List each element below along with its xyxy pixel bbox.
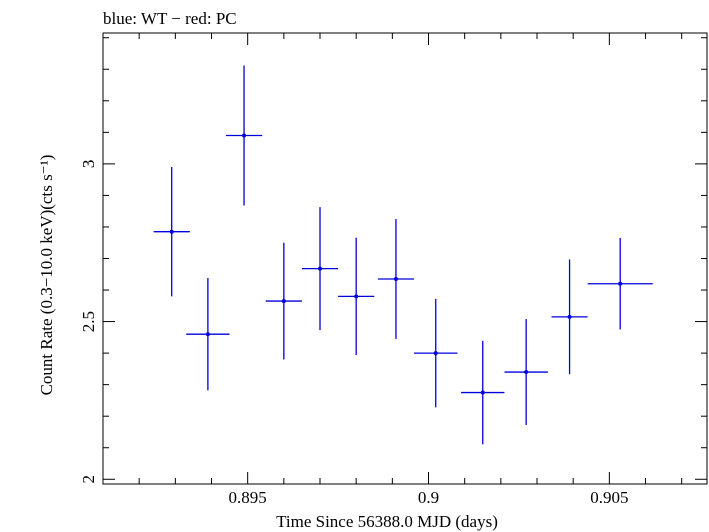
data-point [301,207,339,331]
data-point-marker [433,351,438,356]
data-series-wt [153,65,653,445]
x-tick-label: 0.9 [418,488,439,507]
data-point-marker [281,299,286,304]
data-point-marker [169,229,174,234]
data-point-marker [354,294,359,299]
y-tick-label: 3 [79,160,98,169]
x-axis-label: Time Since 56388.0 MJD (days) [276,512,498,531]
data-point-marker [393,277,398,281]
data-point [377,219,415,339]
data-point-marker [524,370,529,375]
data-point-marker [205,332,210,337]
plot-frame [102,32,708,485]
tick-labels: 0.895 0.9 0.905 2 2.5 3 [79,160,628,507]
data-point [186,278,230,391]
data-point [461,340,505,445]
data-point-marker [242,133,247,138]
data-point [414,298,458,408]
axis-ticks [102,33,707,484]
data-point [587,238,653,330]
data-point [225,65,263,206]
x-tick-label: 0.895 [229,488,267,507]
data-point [153,167,190,297]
data-point-marker [480,390,485,395]
data-point [551,259,588,375]
x-tick-label: 0.905 [590,488,628,507]
data-point [504,319,548,426]
data-point [265,242,302,360]
chart-title: blue: WT − red: PC [103,9,237,28]
data-point-marker [618,281,623,286]
data-point [338,237,375,356]
data-point-marker [318,266,323,271]
y-axis-label: Count Rate (0.3−10.0 keV)(cts s⁻¹) [37,155,56,396]
data-point-marker [567,314,572,319]
y-tick-label: 2 [79,475,98,484]
y-tick-label: 2.5 [79,311,98,332]
